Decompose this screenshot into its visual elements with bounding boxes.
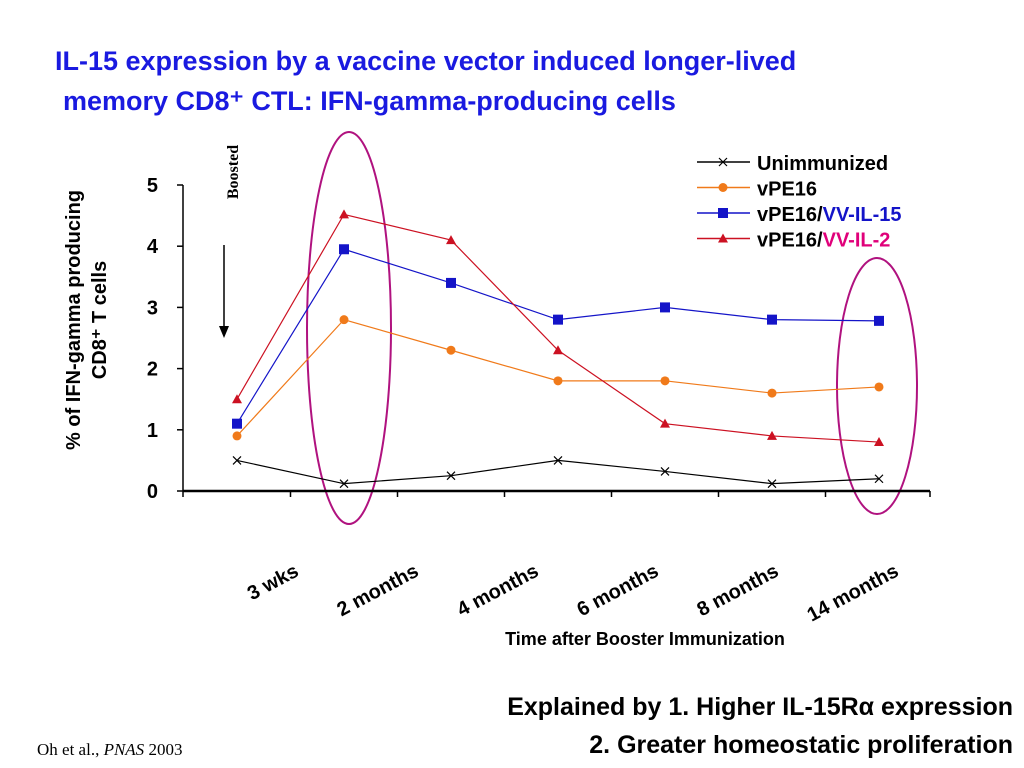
legend-label: vPE16	[757, 179, 817, 201]
highlight-ellipse	[836, 257, 918, 515]
title-line: IL-15 expression by a vaccine vector ind…	[55, 46, 796, 76]
x-tick-label: 3 wks	[244, 560, 302, 605]
marker	[718, 183, 728, 192]
marker	[660, 302, 670, 313]
marker	[446, 471, 456, 481]
marker	[874, 382, 884, 392]
marker	[446, 235, 456, 245]
legend-label-part: VV-IL-2	[823, 230, 891, 252]
footer-line: Explained by 1. Higher IL-15Rα expressio…	[507, 693, 1013, 721]
footer-line: 2. Greater homeostatic proliferation	[589, 731, 1013, 759]
citation: Oh et al., PNAS 2003	[37, 740, 182, 759]
marker	[339, 315, 349, 325]
marker	[874, 437, 884, 447]
citation-year: 2003	[148, 740, 182, 759]
legend-label: vPE16/VV-IL-15	[757, 204, 902, 226]
marker	[660, 376, 670, 386]
y-axis-label: CD8⁺ T cells	[89, 261, 111, 379]
highlight-ellipse	[306, 131, 392, 525]
marker	[767, 479, 777, 489]
legend-label: vPE16/VV-IL-2	[757, 230, 890, 252]
arrowhead	[219, 326, 229, 338]
marker	[553, 455, 563, 465]
legend-label-part: vPE16/	[757, 230, 823, 252]
marker	[446, 277, 456, 288]
annotation: Boosted	[225, 145, 242, 199]
marker	[718, 208, 728, 218]
citation-authors: Oh et al.,	[37, 740, 99, 759]
y-tick-label: 0	[147, 481, 158, 503]
legend-label: Unimmunized	[757, 153, 888, 175]
marker	[660, 466, 670, 476]
marker	[232, 394, 242, 404]
y-tick-label: 2	[147, 359, 158, 381]
y-tick-label: 5	[147, 175, 158, 197]
marker	[339, 479, 349, 489]
x-tick-label: 14 months	[804, 560, 903, 626]
marker	[553, 345, 563, 355]
y-tick-label: 3	[147, 297, 158, 319]
y-tick-label: 4	[147, 236, 159, 258]
title-line: memory CD8⁺ CTL: IFN-gamma-producing cel…	[63, 86, 676, 116]
marker	[553, 314, 563, 325]
marker	[232, 431, 242, 441]
series-line	[236, 248, 880, 424]
legend-label-part: VV-IL-15	[823, 204, 902, 226]
x-tick-label: 4 months	[454, 560, 543, 621]
marker	[232, 418, 242, 429]
marker	[767, 430, 777, 440]
series-line	[236, 459, 880, 485]
y-tick-label: 1	[147, 420, 158, 442]
marker	[718, 157, 728, 167]
marker	[767, 314, 777, 325]
marker	[339, 209, 349, 219]
marker	[339, 244, 349, 255]
y-axis-label: % of IFN-gamma producing	[63, 190, 85, 450]
marker	[718, 233, 728, 243]
marker	[553, 376, 563, 386]
marker	[660, 418, 670, 428]
marker	[767, 388, 777, 398]
citation-journal: PNAS	[103, 740, 145, 759]
legend-label-part: vPE16/	[757, 204, 823, 226]
x-axis-label: Time after Booster Immunization	[505, 629, 785, 649]
x-tick-label: 8 months	[694, 560, 783, 621]
x-tick-label: 6 months	[574, 560, 663, 621]
marker	[874, 474, 884, 484]
marker	[232, 455, 242, 465]
marker	[874, 315, 884, 326]
x-tick-label: 2 months	[334, 560, 423, 621]
marker	[446, 345, 456, 355]
